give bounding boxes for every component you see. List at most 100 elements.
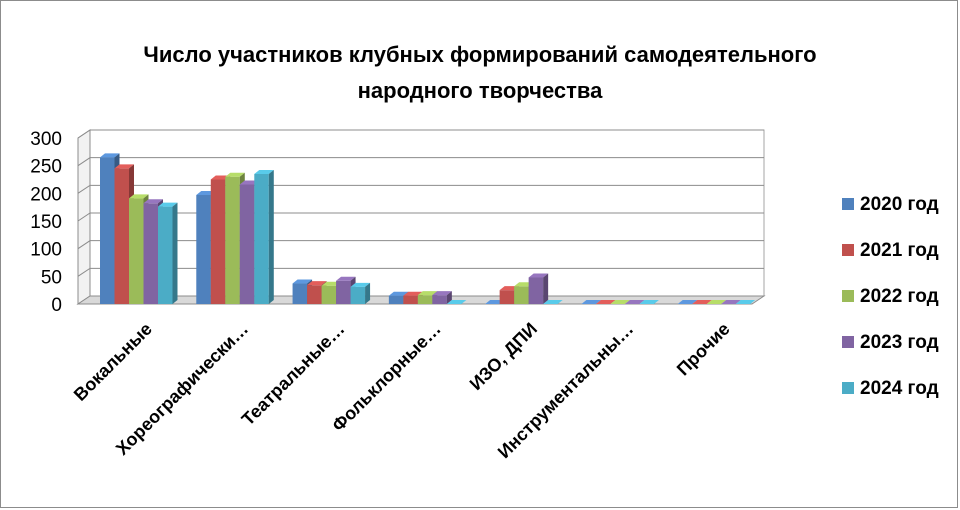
bar-top <box>610 300 630 304</box>
plot-area <box>76 129 766 305</box>
bar <box>692 300 712 304</box>
bar-top <box>706 300 727 304</box>
bar-top <box>254 169 274 174</box>
y-tick-label: 300 <box>30 129 62 150</box>
bar-top <box>158 202 178 207</box>
bar-top <box>350 282 371 287</box>
legend-label: 2020 год <box>860 194 939 215</box>
bar <box>595 300 616 304</box>
bar-front <box>307 285 322 304</box>
y-tick-label: 50 <box>41 267 62 288</box>
bar-front <box>417 295 433 304</box>
bar-top <box>543 300 563 304</box>
gridline <box>77 212 764 222</box>
bar-front <box>239 184 255 304</box>
gridline <box>77 157 764 167</box>
bar-front <box>114 168 129 304</box>
bar-top <box>528 273 549 278</box>
bar-front <box>336 280 351 304</box>
y-tick-label: 0 <box>51 295 62 316</box>
bar-top <box>692 300 712 304</box>
bar <box>350 282 371 304</box>
bar-front <box>514 286 529 304</box>
bar-front <box>432 295 447 304</box>
bar <box>610 300 630 304</box>
bar <box>735 300 756 304</box>
bar-side <box>543 273 549 304</box>
bar-side <box>365 282 371 304</box>
bar-top <box>129 194 149 199</box>
bar <box>528 273 549 304</box>
bar-front <box>403 295 418 304</box>
bar-front <box>225 176 240 304</box>
gridline <box>77 129 764 139</box>
bar-front <box>350 286 366 304</box>
y-tick-label: 150 <box>30 212 62 233</box>
bar-front <box>129 198 144 304</box>
gridline <box>77 267 764 277</box>
bar-top <box>721 300 741 304</box>
bar <box>254 169 274 304</box>
bar-side <box>268 169 274 304</box>
legend-label: 2021 год <box>860 240 939 261</box>
bar-front <box>196 194 211 304</box>
bar-top <box>403 291 423 296</box>
y-axis-ticks: 300 250 200 150 100 50 0 <box>30 129 62 316</box>
chart-title-line-2: народного творчества <box>358 78 604 103</box>
legend-swatch <box>842 290 854 302</box>
bars <box>100 153 756 304</box>
bar <box>639 300 659 304</box>
y-tick-label: 200 <box>30 184 62 205</box>
gridline <box>77 240 764 250</box>
bar-side <box>172 202 178 304</box>
bar-top <box>114 164 134 169</box>
bar <box>543 300 563 304</box>
gridline <box>77 184 764 194</box>
x-tick-label: Фольклорные… <box>328 319 445 436</box>
bar <box>624 300 645 304</box>
x-tick-label: Вокальные <box>70 319 156 405</box>
bar-top <box>639 300 659 304</box>
bar-top <box>432 291 452 296</box>
bar-top <box>307 281 327 286</box>
bar-top <box>595 300 616 304</box>
bar-top <box>735 300 756 304</box>
legend: 2020 год 2021 год 2022 год 2023 год 2024 год <box>842 194 939 399</box>
bar-top <box>292 279 313 284</box>
legend-swatch <box>842 336 854 348</box>
bar-top <box>446 300 467 304</box>
bar <box>721 300 741 304</box>
bar <box>158 202 178 304</box>
legend-label: 2023 год <box>860 332 939 353</box>
y-tick-label: 250 <box>30 157 62 178</box>
bar-front <box>143 203 158 304</box>
bar-top <box>225 172 245 177</box>
bar-front <box>158 206 173 304</box>
bar-front <box>100 157 115 304</box>
bar-top <box>388 291 409 296</box>
x-tick-label: ИЗО, ДПИ <box>466 319 541 394</box>
bar <box>432 291 452 304</box>
bar-front <box>210 179 226 304</box>
y-tick-label: 100 <box>30 240 62 261</box>
bar-front <box>499 290 515 304</box>
legend-label: 2022 год <box>860 286 939 307</box>
bar <box>706 300 727 304</box>
bar-front <box>321 285 337 304</box>
bar-top <box>624 300 645 304</box>
bar-side <box>446 291 452 304</box>
legend-swatch <box>842 382 854 394</box>
legend-swatch <box>842 198 854 210</box>
x-tick-label: Прочие <box>673 319 734 380</box>
bar-front <box>254 173 269 304</box>
bar-front <box>292 283 308 304</box>
chart-title-line-1: Число участников клубных формирований са… <box>143 42 816 67</box>
bar-top <box>581 300 601 304</box>
x-tick-label: Театральные… <box>238 319 349 430</box>
legend-swatch <box>842 244 854 256</box>
bar-top <box>417 291 438 296</box>
bar <box>581 300 601 304</box>
bar-top <box>336 276 356 281</box>
